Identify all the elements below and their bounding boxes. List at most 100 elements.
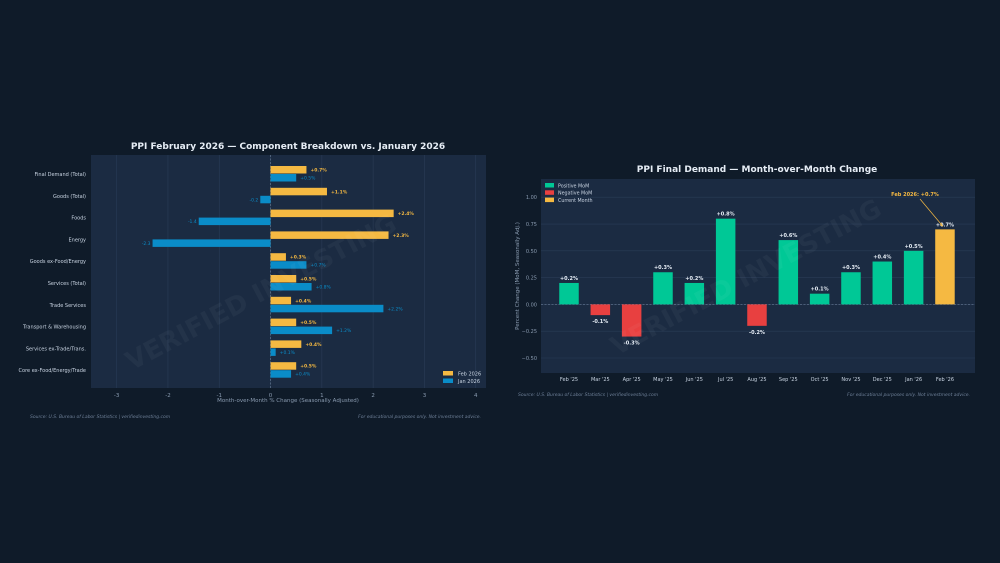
- left-category-label: Final Demand (Total): [35, 172, 87, 178]
- left-category-label: Foods: [71, 216, 86, 222]
- feb-2026-bar: [270, 362, 297, 370]
- negative-mom-bar: [621, 304, 642, 337]
- right-x-tick-label: Feb '26: [936, 377, 954, 383]
- right-x-tick-label: Oct '25: [811, 377, 829, 383]
- positive-mom-bar: [809, 293, 830, 305]
- legend-swatch: [545, 197, 554, 203]
- left-x-tick-label: 2: [371, 393, 375, 399]
- feb-2026-bar: [270, 296, 292, 305]
- positive-mom-bar: [872, 261, 893, 305]
- jan-2026-data-label: +0.7%: [310, 263, 326, 269]
- left-disclaimer: For educational purposes only. Not inves…: [358, 414, 481, 420]
- jan-2026-bar: [270, 174, 297, 182]
- right-x-tick-label: Jun '25: [685, 377, 703, 383]
- jan-2026-bar: [198, 217, 271, 226]
- feb-2026-bar: [270, 209, 394, 218]
- right-source: Source: U.S. Bureau of Labor Statistics …: [518, 392, 659, 398]
- negative-mom-bar: [590, 304, 611, 316]
- current-month-bar: [935, 229, 955, 305]
- right-x-tick-label: Jul '25: [717, 377, 733, 383]
- bar-data-label: -0.2%: [749, 330, 765, 336]
- jan-2026-bar: [152, 239, 271, 247]
- jan-2026-data-label: -2.3: [142, 241, 151, 247]
- right-plot-area: [541, 179, 975, 373]
- right-y-tick-label: 1.00: [526, 195, 537, 201]
- jan-2026-bar: [270, 348, 276, 356]
- jan-2026-data-label: +0.5%: [300, 176, 316, 182]
- right-y-tick-label: 0.75: [526, 222, 537, 228]
- left-x-tick-label: -1: [217, 393, 222, 399]
- left-x-tick-label: -3: [114, 393, 120, 399]
- legend-swatch: [545, 190, 554, 195]
- right-chart-title: PPI Final Demand — Month-over-Month Chan…: [637, 165, 878, 175]
- right-y-tick-label: −0.50: [522, 356, 537, 362]
- jan-2026-data-label: +0.8%: [316, 285, 332, 291]
- bar-data-label: +0.2%: [685, 276, 703, 282]
- feb-2026-data-label: +1.1%: [331, 189, 348, 195]
- feb-2026-bar: [270, 340, 302, 348]
- bar-data-label: +0.3%: [654, 265, 672, 271]
- left-x-tick-label: -2: [165, 393, 170, 399]
- left-x-tick-label: 4: [474, 393, 478, 399]
- right-x-tick-label: Feb '25: [560, 377, 578, 383]
- feb-2026-bar: [270, 318, 297, 327]
- bar-data-label: +0.2%: [560, 276, 578, 282]
- feb-2026-data-label: +2.4%: [398, 211, 415, 217]
- right-y-axis-label: Percent Change (MoM, Seasonally Adj.): [515, 222, 521, 330]
- left-category-label: Goods (Total): [53, 194, 86, 200]
- jan-2026-data-label: -0.2: [250, 197, 259, 203]
- bar-data-label: +0.3%: [842, 265, 860, 271]
- positive-mom-bar: [778, 240, 799, 305]
- feb-2026-data-label: +0.5%: [300, 320, 317, 326]
- annotation-arrowhead: [939, 222, 943, 227]
- left-category-label: Transport & Warehousing: [22, 325, 86, 331]
- left-category-label: Services ex-Trade/Trans.: [26, 346, 87, 352]
- positive-mom-bar: [684, 282, 705, 305]
- right-x-tick-label: May '25: [653, 377, 673, 383]
- left-source: Source: U.S. Bureau of Labor Statistics …: [30, 414, 171, 420]
- positive-mom-bar: [903, 250, 924, 305]
- left-category-label: Energy: [68, 237, 86, 243]
- right-y-tick-label: 0.25: [526, 276, 537, 282]
- feb-2026-bar: [270, 166, 307, 174]
- negative-mom-bar: [747, 304, 767, 326]
- jan-2026-bar: [270, 261, 307, 269]
- bar-data-label: +0.4%: [873, 255, 891, 261]
- right-x-tick-label: Sep '25: [779, 377, 798, 383]
- feb-2026-data-label: +0.4%: [305, 342, 322, 348]
- feb-2026-data-label: +0.4%: [295, 298, 312, 304]
- annotation-arrow: [919, 198, 944, 227]
- right-y-tick-label: 0.50: [526, 249, 537, 255]
- right-y-tick-label: 0.00: [526, 302, 537, 308]
- jan-2026-data-label: +0.4%: [295, 372, 311, 378]
- bar-data-label: +0.5%: [905, 244, 923, 250]
- feb-2026-bar: [270, 187, 327, 196]
- right-x-tick-label: Nov '25: [841, 377, 860, 383]
- bar-data-label: -0.1%: [592, 319, 608, 325]
- legend-label: Jan 2026: [457, 379, 480, 385]
- positive-mom-bar: [653, 272, 673, 305]
- right-y-tick-label: −0.25: [522, 329, 537, 335]
- left-x-axis-label: Month-over-Month % Change (Seasonally Ad…: [217, 398, 359, 404]
- feb-2026-bar: [270, 253, 286, 261]
- positive-mom-bar: [715, 218, 736, 305]
- right-x-tick-label: Dec '25: [873, 377, 892, 383]
- feb-2026-data-label: +0.3%: [290, 255, 307, 261]
- jan-2026-bar: [270, 326, 333, 335]
- right-x-tick-label: Jan '26: [904, 377, 922, 383]
- feb-2026-bar: [270, 275, 297, 283]
- left-x-tick-label: 3: [423, 393, 427, 399]
- right-disclaimer: For educational purposes only. Not inves…: [847, 392, 970, 398]
- feb-2026-data-label: +2.3%: [393, 233, 410, 239]
- legend-label: Negative MoM: [558, 191, 592, 197]
- legend-swatch-feb: [443, 371, 453, 376]
- jan-2026-bar: [270, 283, 312, 291]
- feb-2026-data-label: +0.5%: [300, 277, 317, 283]
- jan-2026-data-label: -1.4: [188, 219, 197, 225]
- jan-2026-data-label: +0.1%: [280, 350, 296, 356]
- feb-2026-data-label: +0.5%: [300, 364, 317, 370]
- left-category-label: Core ex-Food/Energy/Trade: [19, 368, 86, 374]
- legend-swatch: [545, 183, 554, 188]
- jan-2026-bar: [270, 370, 292, 378]
